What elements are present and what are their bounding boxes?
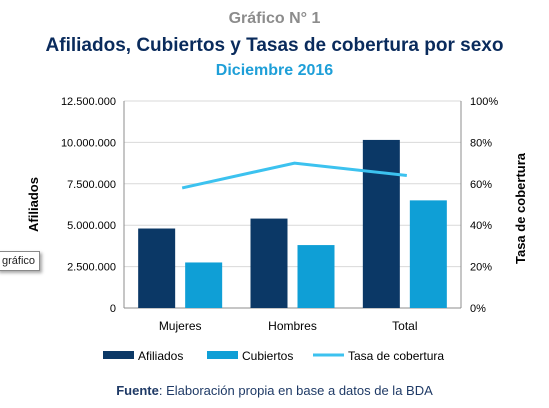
chart-tooltip: gráfico [0, 251, 41, 271]
x-tick-label: Total [392, 319, 417, 333]
y2-tick-label: 80% [470, 137, 492, 149]
line-tasa-de-cobertura [181, 161, 407, 190]
y-tick-label: 12.500.000 [61, 96, 116, 108]
legend-label: Tasa de cobertura [348, 349, 444, 363]
bar-afiliados-hombres [250, 218, 288, 308]
bar-cubiertos-total [409, 200, 447, 308]
x-tick-label: Mujeres [159, 319, 202, 333]
y-tick-label: 7.500.000 [67, 179, 116, 191]
legend-swatch-afiliados [103, 351, 134, 359]
bar-afiliados-total [362, 139, 400, 308]
y-tick-label: 0 [110, 303, 116, 315]
legend-label: Afiliados [138, 349, 183, 363]
source-label: Fuente [116, 383, 159, 398]
y2-tick-label: 40% [470, 220, 492, 232]
y2-tick-label: 20% [470, 262, 492, 274]
bar-cubiertos-hombres [297, 245, 335, 308]
y-tick-label: 5.000.000 [67, 220, 116, 232]
y-tick-label: 10.000.000 [61, 137, 116, 149]
y2-tick-label: 60% [470, 179, 492, 191]
chart-number: Gráfico N° 1 [228, 10, 321, 27]
y2-tick-label: 100% [470, 96, 498, 108]
y2-axis-title: Tasa de cobertura [513, 152, 528, 264]
legend-label: Cubiertos [242, 349, 293, 363]
x-tick-label: Hombres [268, 319, 317, 333]
source-note: Fuente: Elaboración propia en base a dat… [0, 383, 549, 398]
bar-afiliados-mujeres [138, 228, 176, 308]
y2-tick-label: 0% [470, 303, 486, 315]
legend-swatch-cubiertos [207, 351, 238, 359]
chart-title: Afiliados, Cubiertos y Tasas de cobertur… [45, 35, 504, 56]
source-text: : Elaboración propia en base a datos de … [158, 383, 433, 398]
bar-cubiertos-mujeres [185, 262, 223, 308]
y-tick-label: 2.500.000 [67, 262, 116, 274]
y-axis-title: Afiliados [26, 177, 41, 232]
chart-subtitle: Diciembre 2016 [215, 62, 334, 79]
